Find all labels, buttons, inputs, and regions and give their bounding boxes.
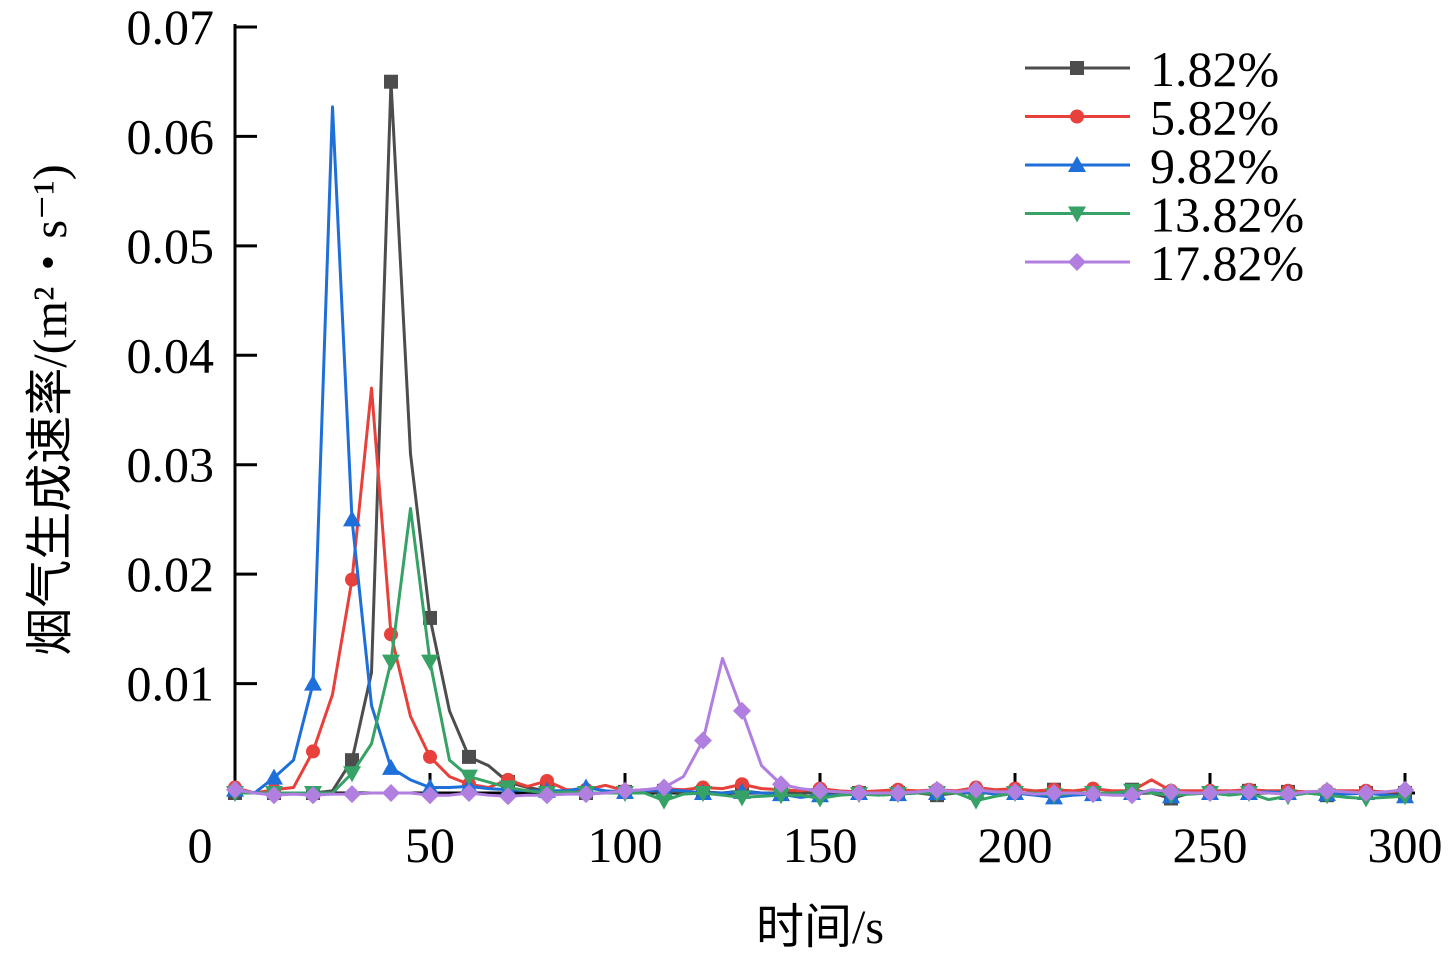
data-point <box>772 788 790 805</box>
data-point <box>462 749 476 764</box>
x-tick-label: 250 <box>1173 817 1248 873</box>
legend-label: 13.82% <box>1150 187 1304 243</box>
y-tick-label: 0.07 <box>127 0 215 55</box>
data-point <box>306 744 320 759</box>
data-point <box>577 785 595 804</box>
legend-item: 9.82% <box>1025 138 1279 194</box>
series-13.82% <box>226 506 1414 810</box>
data-point <box>460 784 478 802</box>
data-point <box>967 780 985 799</box>
data-point <box>1201 784 1219 802</box>
data-point <box>226 780 244 799</box>
data-point <box>772 775 790 794</box>
data-point <box>423 749 437 764</box>
data-point <box>1162 782 1180 801</box>
legend-item: 17.82% <box>1025 235 1304 291</box>
data-point <box>345 572 359 587</box>
data-point <box>345 753 359 768</box>
legend-label: 5.82% <box>1150 90 1279 146</box>
data-point <box>460 769 478 786</box>
data-point <box>655 793 673 810</box>
data-point <box>265 786 283 805</box>
data-point <box>1318 781 1336 800</box>
series-line <box>235 506 1406 803</box>
x-tick-label: 200 <box>978 817 1053 873</box>
legend: 1.82%5.82%9.82%13.82%17.82% <box>1025 41 1304 291</box>
data-point <box>1279 785 1297 804</box>
legend-item: 1.82% <box>1025 41 1279 97</box>
data-point <box>928 780 946 799</box>
data-point <box>382 784 400 802</box>
data-point <box>811 781 829 800</box>
y-axis-label: 烟气生成速率/(m²・s⁻¹) <box>24 164 77 655</box>
data-point <box>1045 784 1063 802</box>
data-point <box>694 731 712 750</box>
y-tick-label: 0.06 <box>127 108 215 164</box>
data-point <box>384 74 398 89</box>
y-tick-label: 0.02 <box>127 546 215 602</box>
series-group <box>226 74 1414 810</box>
legend-item: 5.82% <box>1025 90 1279 146</box>
data-point <box>733 701 751 720</box>
data-point <box>499 787 517 806</box>
series-17.82% <box>226 656 1414 806</box>
legend-label: 17.82% <box>1150 235 1304 291</box>
y-tick-label: 0.03 <box>127 437 215 493</box>
data-point <box>423 610 437 625</box>
legend-label: 1.82% <box>1150 41 1279 97</box>
y-tick-label: 0.05 <box>127 218 215 274</box>
legend-label: 9.82% <box>1150 138 1279 194</box>
legend-marker <box>1068 206 1086 223</box>
series-5.82% <box>228 386 1412 799</box>
data-point <box>1123 786 1141 805</box>
data-point <box>889 784 907 802</box>
x-tick-label: 50 <box>405 817 455 873</box>
data-point <box>421 654 439 671</box>
tick-labels: 0 50 100 150 200 250 300 0.01 0.02 0.03 0.04 0.05 0.… <box>127 0 1443 873</box>
data-point <box>616 781 634 800</box>
legend-marker <box>1068 253 1086 271</box>
x-tick-label: 300 <box>1368 817 1443 873</box>
x-axis-label: 时间/s <box>756 901 884 954</box>
legend-item: 13.82% <box>1025 187 1304 243</box>
data-point <box>1357 784 1375 802</box>
data-point <box>1396 780 1414 799</box>
x-tick-label: 0 <box>188 817 213 873</box>
data-point <box>304 674 322 691</box>
data-point <box>382 654 400 671</box>
data-point <box>343 510 361 527</box>
data-point <box>540 773 554 788</box>
legend-marker <box>1070 109 1084 124</box>
data-point <box>967 793 985 810</box>
data-point <box>304 786 322 805</box>
data-point <box>265 768 283 785</box>
x-tick-label: 100 <box>588 817 663 873</box>
data-point <box>655 778 673 797</box>
legend-marker <box>1070 61 1084 75</box>
data-point <box>1084 785 1102 804</box>
data-point <box>1006 782 1024 801</box>
x-tick-label: 150 <box>783 817 858 873</box>
data-point <box>1240 782 1258 801</box>
data-point <box>538 786 556 805</box>
data-point <box>421 786 439 805</box>
data-point <box>343 785 361 804</box>
legend-marker <box>1068 156 1086 172</box>
data-point <box>850 784 868 802</box>
data-point <box>382 758 400 775</box>
data-point <box>733 790 751 807</box>
y-tick-label: 0.01 <box>127 656 215 712</box>
data-point <box>343 766 361 783</box>
data-point <box>694 786 712 802</box>
y-tick-label: 0.04 <box>127 327 215 383</box>
